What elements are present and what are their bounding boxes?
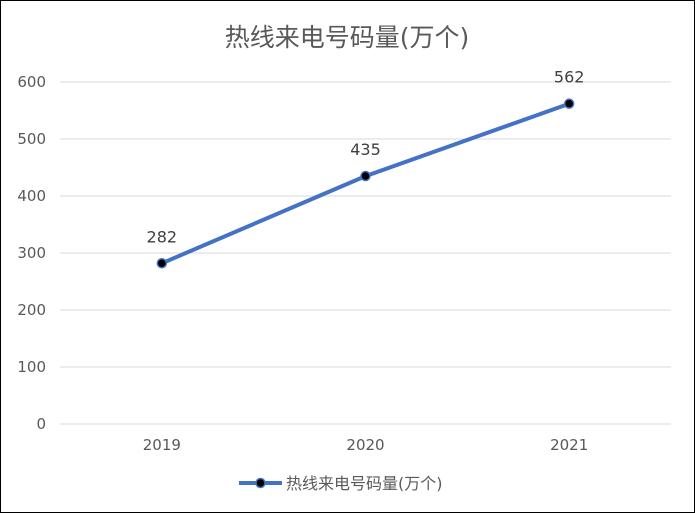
y-tick-label: 400: [17, 187, 46, 205]
y-tick-label: 300: [17, 244, 46, 262]
data-point-marker: [563, 98, 575, 109]
series-line: [159, 101, 572, 266]
y-axis-ticks: 0 100 200 300 400 500 600: [17, 73, 46, 433]
y-tick-label: 200: [17, 301, 46, 319]
data-label: 282: [147, 227, 178, 246]
x-tick-label: 2021: [550, 436, 588, 454]
data-point-marker: [360, 170, 371, 182]
grid-lines: [60, 81, 671, 425]
x-tick-label: 2019: [143, 436, 181, 454]
data-labels: 282 435 562: [147, 68, 585, 247]
data-label: 562: [554, 68, 585, 87]
y-tick-label: 600: [17, 73, 46, 91]
chart-title: 热线来电号码量(万个): [225, 23, 470, 52]
legend[interactable]: 热线来电号码量(万个): [239, 474, 443, 493]
legend-label: 热线来电号码量(万个): [286, 474, 443, 493]
series-layer: [156, 98, 575, 269]
data-label: 435: [350, 140, 381, 159]
legend-marker-swatch: [255, 477, 266, 489]
y-tick-label: 500: [17, 130, 46, 148]
x-axis-ticks: 2019 2020 2021: [143, 436, 589, 454]
x-tick-label: 2020: [346, 436, 384, 454]
y-tick-label: 100: [17, 358, 46, 376]
data-point-marker: [156, 258, 168, 269]
y-tick-label: 0: [36, 415, 46, 433]
